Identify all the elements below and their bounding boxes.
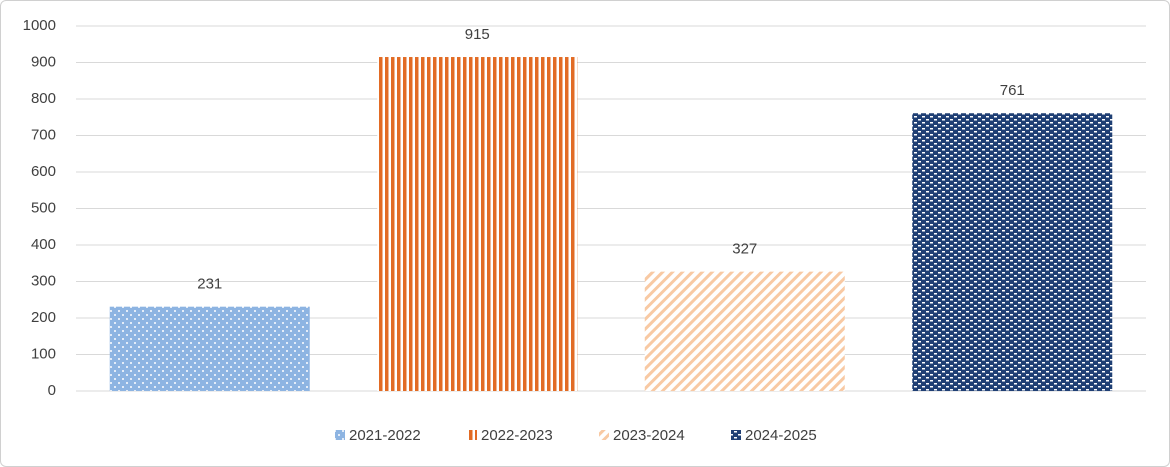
legend-label: 2024-2025 (745, 427, 817, 444)
legend-swatch (467, 430, 477, 440)
bar (644, 271, 845, 391)
legend-label: 2022-2023 (481, 427, 553, 444)
legend-swatch (599, 430, 609, 440)
data-label: 915 (465, 26, 490, 43)
legend-swatch (731, 430, 741, 440)
data-label: 761 (1000, 82, 1025, 99)
y-tick-label: 900 (31, 53, 56, 70)
y-tick-label: 700 (31, 126, 56, 143)
bar (377, 57, 578, 392)
legend-label: 2023-2024 (613, 427, 685, 444)
y-tick-label: 300 (31, 272, 56, 289)
data-label: 231 (197, 276, 222, 293)
y-tick-label: 500 (31, 199, 56, 216)
legend-label: 2021-2022 (349, 427, 421, 444)
bar (109, 306, 310, 391)
y-tick-label: 200 (31, 309, 56, 326)
y-tick-label: 400 (31, 236, 56, 253)
legend-swatch (335, 430, 345, 440)
y-tick-label: 1000 (23, 17, 56, 34)
data-label: 327 (732, 241, 757, 258)
y-tick-label: 600 (31, 163, 56, 180)
y-tick-label: 0 (48, 382, 56, 399)
y-tick-label: 100 (31, 345, 56, 362)
bar (912, 113, 1113, 392)
y-tick-label: 800 (31, 90, 56, 107)
